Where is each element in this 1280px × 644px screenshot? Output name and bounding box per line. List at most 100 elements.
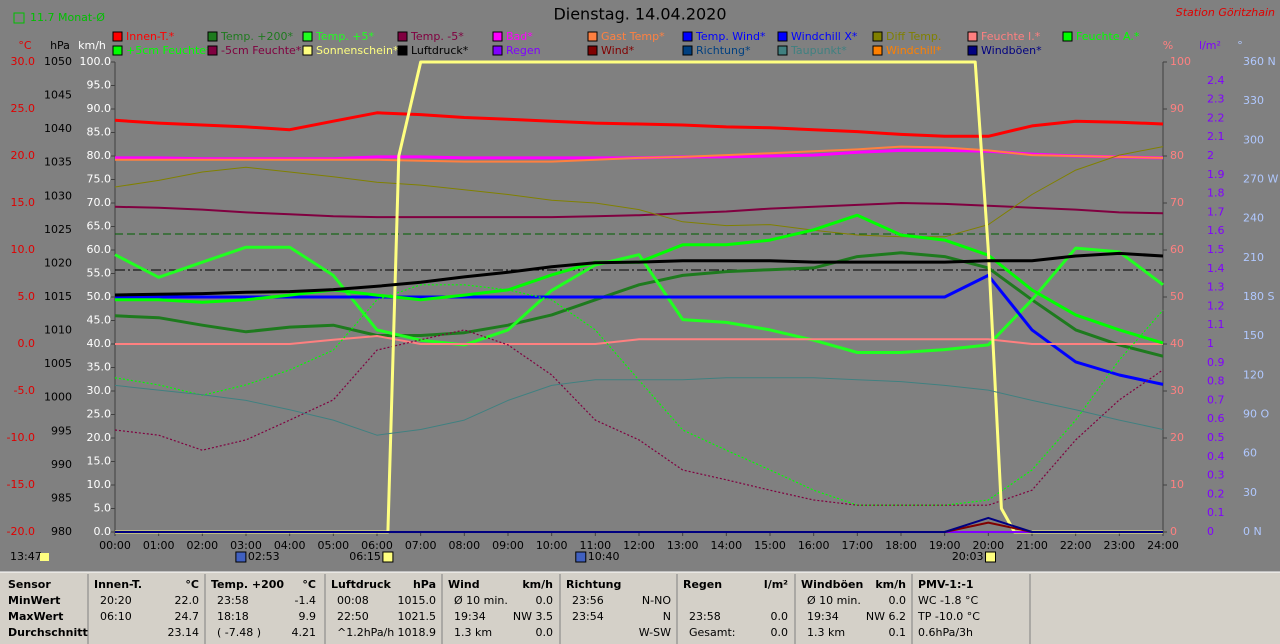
y-tick-label: 0.7 [1207,393,1225,406]
y-tick-label: 0 [1207,525,1214,538]
group-title: Windböen [801,578,863,591]
legend-label: Wind* [601,44,635,57]
y-tick-label: 25.0 [87,408,112,421]
x-tick-label: 08:00 [448,539,480,552]
y-tick-label: 210 [1243,251,1264,264]
y-tick-label: 360 N [1243,55,1276,68]
group-title: Regen [683,578,722,591]
series-line [114,251,1164,297]
y-tick-label: 240 [1243,212,1264,225]
y-tick-label: 45.0 [87,314,112,327]
x-tick-label: 00:00 [99,539,131,552]
y-tick-label: 65.0 [87,220,112,233]
x-tick-label: 07:00 [405,539,437,552]
y-axis-title: l/m² [1199,39,1221,52]
stat-cell: 9.9 [299,610,317,623]
stat-cell: 22.0 [175,594,200,607]
group-unit: °C [302,578,316,591]
stat-cell: NW 6.2 [866,610,906,623]
stat-cell: 0.1 [889,626,907,639]
legend-label: Richtung* [696,44,751,57]
y-tick-label: 0.0 [94,525,112,538]
y-tick-label: 2.4 [1207,74,1225,87]
legend-swatch [207,31,218,42]
y-tick-label: 5.0 [94,502,112,515]
legend-label: Feuchte A.* [1076,30,1140,43]
legend-swatch [207,45,218,56]
y-tick-label: 0.5 [1207,431,1225,444]
group-title: Temp. +200 [211,578,284,591]
series-line [114,146,1164,238]
x-tick-label: 19:00 [929,539,961,552]
group-unit: l/m² [764,578,788,591]
y-tick-label: 100 [1170,55,1191,68]
legend-swatch [587,45,598,56]
y-tick-label: 1.8 [1207,187,1225,200]
y-tick-label: 0 [1170,525,1177,538]
stat-cell: 00:08 [337,594,369,607]
row-label: Durchschnitt [8,626,88,639]
x-tick-label: 09:00 [492,539,524,552]
y-tick-label: 180 S [1243,290,1274,303]
series-line [114,245,1164,354]
stats-panel [0,572,1280,644]
y-tick-label: 30 [1243,486,1257,499]
legend-label: Windchill X* [791,30,858,43]
y-tick-label: 1025 [44,223,72,236]
y-tick-label: 60.0 [87,243,112,256]
y-tick-label: 30.0 [11,55,36,68]
y-axis-title: km/h [78,39,106,52]
stat-cell: 1018.9 [398,626,437,639]
event-icon [985,551,997,563]
stat-cell: -1.4 [295,594,316,607]
y-tick-label: 5.0 [18,290,36,303]
y-tick-label: -5.0 [14,384,35,397]
y-tick-label: 90.0 [87,102,112,115]
legend-swatch [587,31,598,42]
legend-label: Taupunkt* [790,44,847,57]
y-tick-label: 1020 [44,256,72,269]
y-tick-label: 0.1 [1207,506,1225,519]
legend-swatch [397,45,408,56]
y-tick-label: 15.0 [87,455,112,468]
stat-cell: 0.0 [771,610,789,623]
stat-cell: 23:58 [217,594,249,607]
x-tick-label: 06:00 [361,539,393,552]
stat-cell: 1021.5 [398,610,437,623]
legend-swatch [492,31,503,42]
y-tick-label: 270 W [1243,173,1278,186]
y-tick-label: 60 [1170,243,1184,256]
stat-cell: 1.3 km [454,626,492,639]
legend-swatch [1062,31,1073,42]
group-unit: km/h [875,578,906,591]
month-average: 11.7 Monat-Ø [30,11,105,24]
row-label: Sensor [8,578,51,591]
y-tick-label: 50 [1170,290,1184,303]
x-tick-label: 15:00 [754,539,786,552]
legend-swatch [872,45,883,56]
stat-cell: 0.6hPa/3h [918,626,973,639]
series-line [115,335,1163,345]
y-tick-label: 20.0 [87,431,112,444]
stat-cell: 24.7 [175,610,200,623]
stat-cell: 23:54 [572,610,604,623]
legend-swatch [682,31,693,42]
legend-swatch [302,31,313,42]
x-tick-label: 10:00 [536,539,568,552]
y-tick-label: 95.0 [87,79,112,92]
legend-label: Diff Temp. [886,30,941,43]
y-tick-label: 1035 [44,156,72,169]
y-tick-label: 995 [51,424,72,437]
y-tick-label: 1050 [44,55,72,68]
legend-label: Regen [506,44,541,57]
y-tick-label: 980 [51,525,72,538]
y-tick-label: 50.0 [87,290,112,303]
legend-label: Temp. +5* [315,30,375,43]
stat-cell: ^1.2hPa/h [337,626,394,639]
x-tick-label: 18:00 [885,539,917,552]
legend-swatch [777,31,788,42]
legend-label: Innen-T.* [126,30,175,43]
y-tick-label: 70.0 [87,196,112,209]
